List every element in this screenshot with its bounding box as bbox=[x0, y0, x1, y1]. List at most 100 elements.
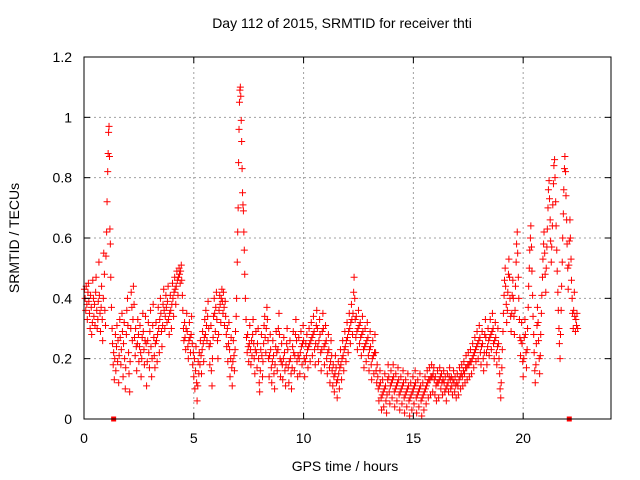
data-point bbox=[230, 352, 238, 360]
y-tick-label: 1 bbox=[64, 109, 72, 125]
data-point bbox=[110, 376, 118, 384]
data-point bbox=[280, 349, 288, 357]
data-point bbox=[431, 391, 439, 399]
data-point bbox=[229, 337, 237, 345]
data-point bbox=[492, 334, 500, 342]
data-point bbox=[560, 186, 568, 194]
data-point bbox=[287, 370, 295, 378]
data-point bbox=[158, 343, 166, 351]
y-tick-label: 0.2 bbox=[53, 351, 73, 367]
data-point bbox=[105, 153, 113, 161]
data-point bbox=[160, 285, 168, 293]
data-point bbox=[281, 367, 289, 375]
data-point bbox=[111, 331, 119, 339]
data-point bbox=[487, 331, 495, 339]
data-point bbox=[158, 328, 166, 336]
data-point bbox=[499, 328, 507, 336]
data-point bbox=[235, 159, 243, 167]
data-point bbox=[304, 364, 312, 372]
data-point bbox=[514, 273, 522, 281]
data-point bbox=[520, 355, 528, 363]
data-point bbox=[107, 303, 115, 311]
data-point bbox=[96, 309, 104, 317]
data-point bbox=[253, 340, 261, 348]
data-point bbox=[258, 352, 266, 360]
data-point bbox=[396, 388, 404, 396]
data-point bbox=[215, 306, 223, 314]
data-point bbox=[314, 343, 322, 351]
data-point bbox=[333, 394, 341, 402]
data-point bbox=[470, 364, 478, 372]
data-point bbox=[308, 352, 316, 360]
data-point bbox=[311, 346, 319, 354]
data-point bbox=[340, 346, 348, 354]
data-point bbox=[414, 376, 422, 384]
data-point bbox=[418, 412, 426, 420]
data-point bbox=[330, 388, 338, 396]
x-tick-label: 10 bbox=[296, 430, 312, 446]
data-point bbox=[517, 337, 525, 345]
data-point bbox=[475, 321, 483, 329]
data-point bbox=[435, 394, 443, 402]
data-point bbox=[351, 294, 359, 302]
data-point bbox=[238, 165, 246, 173]
data-point bbox=[335, 370, 343, 378]
data-point bbox=[356, 340, 364, 348]
data-point bbox=[286, 355, 294, 363]
data-point bbox=[235, 125, 243, 133]
y-tick-label: 1.2 bbox=[53, 49, 73, 65]
data-point bbox=[353, 346, 361, 354]
data-point bbox=[161, 312, 169, 320]
data-point bbox=[154, 303, 162, 311]
data-point bbox=[299, 321, 307, 329]
data-point bbox=[470, 349, 478, 357]
data-point bbox=[131, 352, 139, 360]
data-point bbox=[507, 328, 515, 336]
data-point bbox=[110, 349, 118, 357]
data-point bbox=[151, 340, 159, 348]
data-point bbox=[356, 318, 364, 326]
data-point bbox=[374, 385, 382, 393]
data-point bbox=[511, 306, 519, 314]
data-point bbox=[104, 150, 112, 158]
data-point bbox=[413, 409, 421, 417]
data-point bbox=[188, 312, 196, 320]
data-point bbox=[134, 331, 142, 339]
data-point bbox=[455, 376, 463, 384]
data-point bbox=[182, 325, 190, 332]
data-point bbox=[243, 349, 251, 357]
data-point bbox=[242, 315, 250, 323]
data-point bbox=[100, 270, 108, 278]
data-point bbox=[157, 309, 165, 317]
data-point bbox=[310, 328, 318, 336]
data-point bbox=[85, 309, 93, 317]
data-point bbox=[262, 325, 270, 332]
data-point bbox=[240, 246, 248, 254]
data-point bbox=[351, 315, 359, 323]
data-point bbox=[237, 116, 245, 124]
data-point bbox=[207, 367, 215, 375]
data-point bbox=[178, 276, 186, 284]
data-point bbox=[360, 364, 368, 372]
data-point bbox=[129, 282, 137, 290]
data-point bbox=[117, 346, 125, 354]
data-point bbox=[89, 294, 97, 302]
data-point bbox=[344, 334, 351, 342]
data-point bbox=[217, 294, 225, 302]
data-point bbox=[96, 328, 104, 336]
data-point bbox=[318, 328, 326, 336]
data-point bbox=[165, 331, 173, 339]
data-point bbox=[147, 306, 155, 314]
data-point bbox=[167, 306, 175, 314]
data-point bbox=[381, 370, 389, 378]
data-point bbox=[518, 318, 526, 326]
data-point bbox=[124, 321, 132, 329]
data-point bbox=[551, 156, 559, 164]
data-point bbox=[330, 373, 338, 381]
data-point bbox=[259, 373, 267, 381]
data-point bbox=[412, 394, 420, 402]
data-point bbox=[562, 168, 570, 176]
data-point bbox=[185, 318, 193, 326]
data-point bbox=[234, 228, 242, 236]
